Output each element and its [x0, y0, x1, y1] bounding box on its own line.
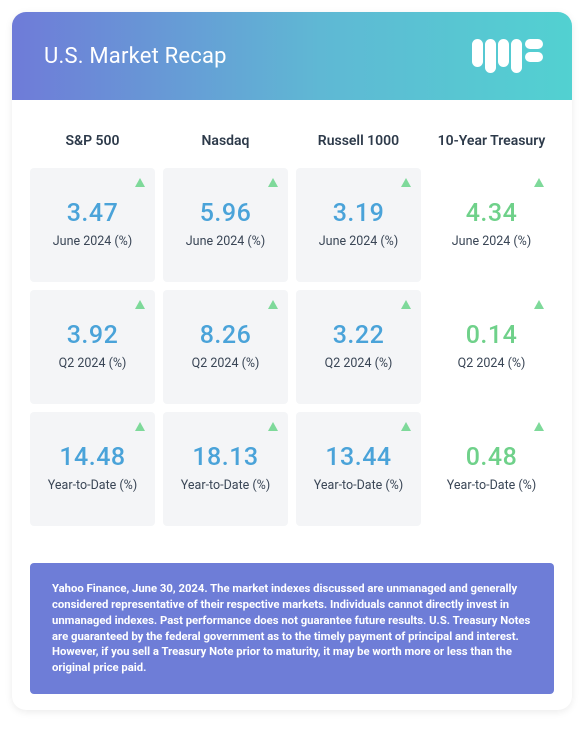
metrics-grid: S&P 5003.47June 2024 (%)3.92Q2 2024 (%)1… [12, 100, 572, 563]
header-title: U.S. Market Recap [44, 44, 227, 69]
column-title: S&P 500 [30, 122, 155, 160]
metric-column: Nasdaq 5.96 June 2024 (%) 8.26 Q2 2024 (%) 18… [163, 122, 288, 553]
metric-cell: 3.47 June 2024 (%) [30, 168, 155, 282]
metric-period: Year-to-Date (%) [314, 478, 403, 494]
metric-cell: 13.44 Year-to-Date (%) [296, 412, 421, 526]
metric-period: June 2024 (%) [186, 234, 265, 250]
metric-period: Year-to-Date (%) [447, 478, 536, 494]
metric-period: June 2024 (%) [452, 234, 531, 250]
metric-period: June 2024 (%) [319, 234, 398, 250]
metric-value: 3.92 [67, 321, 119, 350]
arrow-up-icon [135, 300, 145, 309]
metric-period: Year-to-Date (%) [48, 478, 137, 494]
arrow-up-icon [135, 178, 145, 187]
metric-value: 4.34 [466, 199, 518, 228]
arrow-up-icon [268, 422, 278, 431]
metric-cell: 3.19 June 2024 (%) [296, 168, 421, 282]
metric-period: Q2 2024 (%) [325, 356, 393, 372]
market-recap-card: U.S. Market Recap S&P 500 3.47 June 2024 (… [12, 12, 572, 710]
arrow-up-icon [268, 178, 278, 187]
metric-cell: 5.96 June 2024 (%) [163, 168, 288, 282]
metric-value: 0.14 [466, 321, 518, 350]
arrow-up-icon [534, 300, 544, 309]
metric-column: 10-Year Treasury 4.34 June 2024 (%) 0.14 Q2 … [429, 122, 554, 553]
arrow-up-icon [534, 422, 544, 431]
metric-cell: 4.34 June 2024 (%) [429, 168, 554, 282]
metric-value: 3.19 [333, 199, 385, 228]
metric-period: Q2 2024 (%) [458, 356, 526, 372]
arrow-up-icon [135, 422, 145, 431]
metric-cell: 14.48 Year-to-Date (%) [30, 412, 155, 526]
metric-period: Year-to-Date (%) [181, 478, 270, 494]
metric-value: 13.44 [325, 443, 391, 472]
metric-cell: 8.26 Q2 2024 (%) [163, 290, 288, 404]
metric-value: 14.48 [59, 443, 125, 472]
metric-value: 3.47 [67, 199, 119, 228]
disclaimer-text: Yahoo Finance, June 30, 2024. The market… [52, 582, 530, 674]
metric-value: 5.96 [200, 199, 252, 228]
column-title: 10-Year Treasury [429, 122, 554, 160]
arrow-up-icon [401, 422, 411, 431]
disclaimer-block: Yahoo Finance, June 30, 2024. The market… [30, 563, 554, 694]
arrow-up-icon [268, 300, 278, 309]
metric-cell: 0.48 Year-to-Date (%) [429, 412, 554, 526]
metric-value: 3.22 [333, 321, 385, 350]
metric-period: Q2 2024 (%) [192, 356, 260, 372]
brand-logo [472, 39, 544, 73]
metric-value: 18.13 [192, 443, 258, 472]
metric-cell: 0.14 Q2 2024 (%) [429, 290, 554, 404]
column-title: Russell 1000 [296, 122, 421, 160]
metric-column: Russell 1000 3.19 June 2024 (%) 3.22 Q2 2024… [296, 122, 421, 553]
arrow-up-icon [401, 300, 411, 309]
metric-period: Q2 2024 (%) [59, 356, 127, 372]
column-title: Nasdaq [163, 122, 288, 160]
metric-cell: 3.92 Q2 2024 (%) [30, 290, 155, 404]
metric-value: 8.26 [200, 321, 252, 350]
metric-cell: 3.22 Q2 2024 (%) [296, 290, 421, 404]
metric-value: 0.48 [466, 443, 518, 472]
arrow-up-icon [401, 178, 411, 187]
arrow-up-icon [534, 178, 544, 187]
card-header: U.S. Market Recap [12, 12, 572, 100]
metric-period: June 2024 (%) [53, 234, 132, 250]
metric-column: S&P 500 3.47 June 2024 (%) 3.92 Q2 2024 (%) 1… [30, 122, 155, 553]
metric-cell: 18.13 Year-to-Date (%) [163, 412, 288, 526]
